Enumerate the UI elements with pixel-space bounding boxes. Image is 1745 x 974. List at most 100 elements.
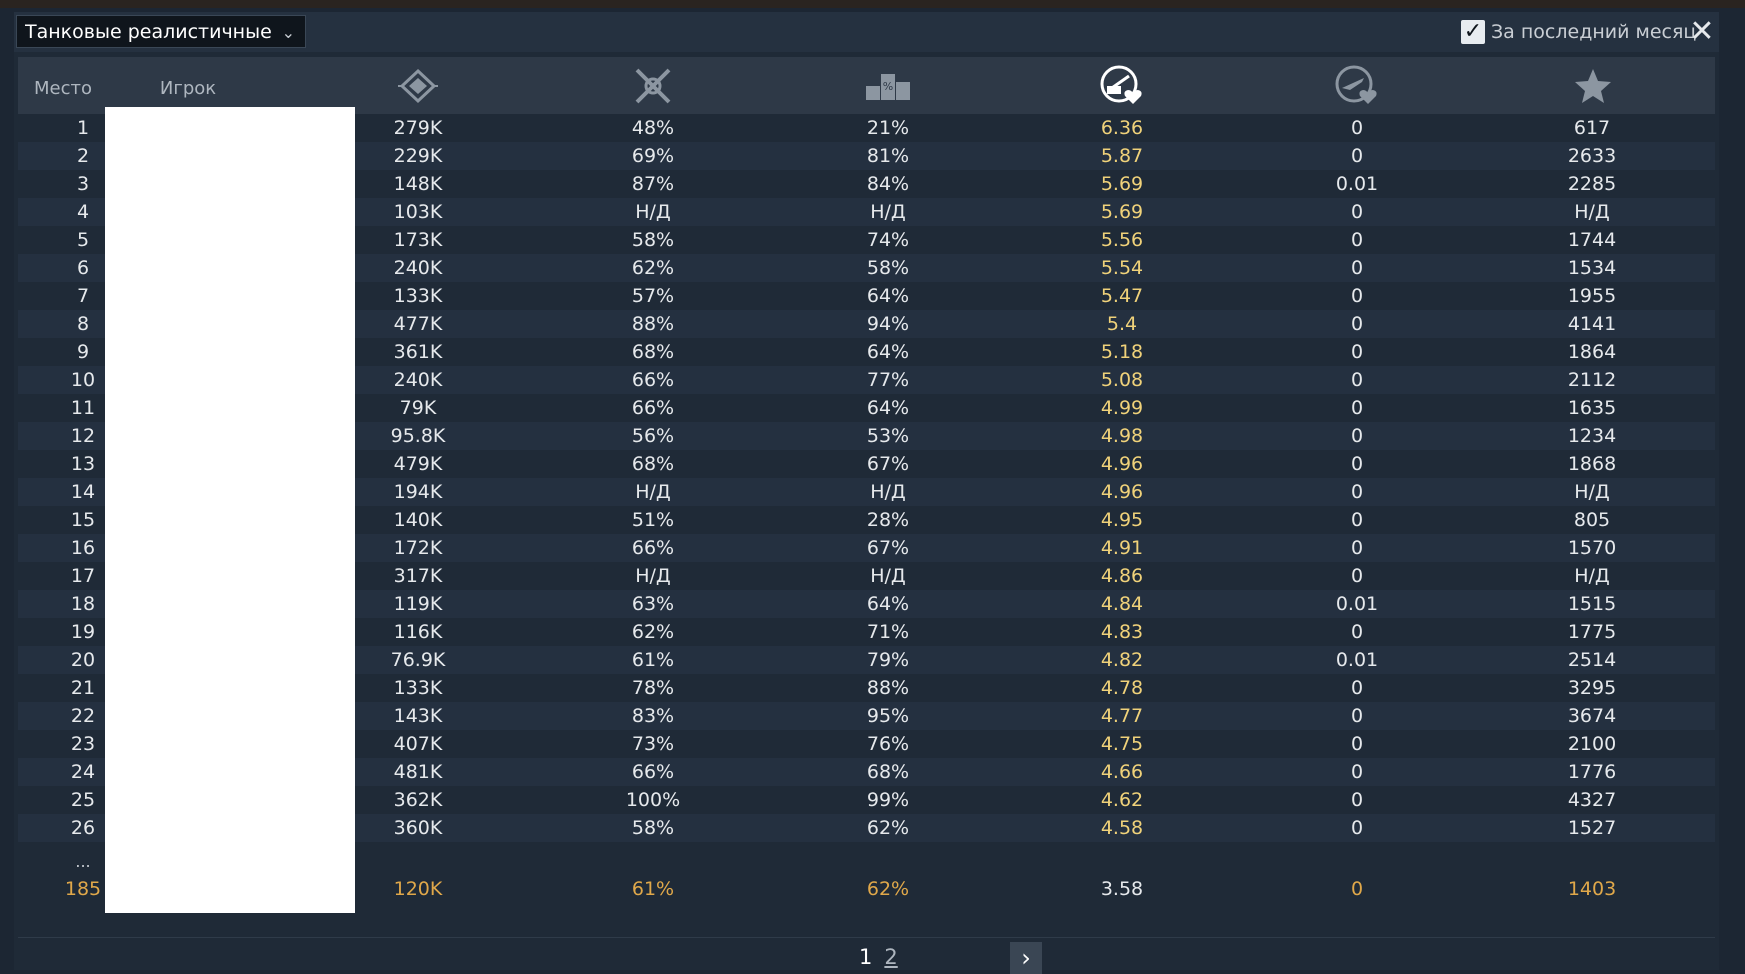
cell-win-rate: 95% <box>866 705 910 727</box>
chevron-right-icon: › <box>1021 944 1031 972</box>
table-row[interactable]: 3 148K 87% 84% 5.69 0.01 2285 <box>18 170 1715 198</box>
cell-activity: 140K <box>393 509 443 531</box>
ground-kills-per-death-icon[interactable] <box>1078 57 1168 114</box>
cell-kill-ratio: 58% <box>631 229 675 251</box>
cell-air-kd: 0.01 <box>1335 173 1379 195</box>
cell-win-rate: 99% <box>866 789 910 811</box>
win-rate-icon[interactable]: % <box>843 57 933 114</box>
cell-win-rate: 64% <box>866 593 910 615</box>
next-page-button[interactable]: › <box>1010 942 1042 974</box>
cell-activity: 133K <box>393 285 443 307</box>
last-month-label: За последний месяц <box>1491 21 1697 43</box>
cell-activity: 360K <box>393 817 443 839</box>
cell-ground-kd: 4.96 <box>1100 481 1144 503</box>
air-kills-per-death-icon[interactable] <box>1313 57 1403 114</box>
cell-ground-kd: 5.47 <box>1100 285 1144 307</box>
table-row[interactable]: 15 140K 51% 28% 4.95 0 805 <box>18 506 1715 534</box>
cell-rank: 1 <box>76 117 90 139</box>
my-win-rate: 62% <box>866 878 910 900</box>
table-row[interactable]: 5 173K 58% 74% 5.56 0 1744 <box>18 226 1715 254</box>
cell-activity: 240K <box>393 369 443 391</box>
table-row[interactable]: 1 279K 48% 21% 6.36 0 617 <box>18 114 1715 142</box>
cell-air-kd: 0.01 <box>1335 649 1379 671</box>
cell-ground-kd: 4.99 <box>1100 397 1144 419</box>
table-row[interactable]: 11 79K 66% 64% 4.99 0 1635 <box>18 394 1715 422</box>
table-row[interactable]: 23 407K 73% 76% 4.75 0 2100 <box>18 730 1715 758</box>
cell-win-rate: Н/Д <box>870 481 906 503</box>
cell-air-kd: 0 <box>1350 341 1364 363</box>
column-header-rank[interactable]: Место <box>34 78 92 99</box>
cell-air-kd: 0 <box>1350 117 1364 139</box>
cell-air-kd: 0 <box>1350 789 1364 811</box>
cell-rank: 13 <box>70 453 96 475</box>
cell-rank: 5 <box>76 229 90 251</box>
table-row[interactable]: 21 133K 78% 88% 4.78 0 3295 <box>18 674 1715 702</box>
cell-air-kd: 0 <box>1350 285 1364 307</box>
cell-rank: 19 <box>70 621 96 643</box>
cell-activity: 148K <box>393 173 443 195</box>
table-row[interactable]: 19 116K 62% 71% 4.83 0 1775 <box>18 618 1715 646</box>
cell-rating: 3295 <box>1567 677 1617 699</box>
cell-rank: 7 <box>76 285 90 307</box>
rating-star-icon[interactable] <box>1548 57 1638 114</box>
table-row[interactable]: 25 362K 100% 99% 4.62 0 4327 <box>18 786 1715 814</box>
close-button[interactable]: ✕ <box>1686 13 1718 49</box>
cell-ground-kd: 4.96 <box>1100 453 1144 475</box>
cell-kill-ratio: Н/Д <box>635 565 671 587</box>
cell-air-kd: 0 <box>1350 229 1364 251</box>
cell-win-rate: 77% <box>866 369 910 391</box>
kill-ratio-icon[interactable] <box>608 57 698 114</box>
cell-activity: 143K <box>393 705 443 727</box>
cell-air-kd: 0 <box>1350 817 1364 839</box>
cell-win-rate: Н/Д <box>870 565 906 587</box>
cell-activity: 407K <box>393 733 443 755</box>
cell-air-kd: 0 <box>1350 565 1364 587</box>
table-row[interactable]: 9 361K 68% 64% 5.18 0 1864 <box>18 338 1715 366</box>
column-header-player[interactable]: Игрок <box>159 78 217 99</box>
cell-air-kd: 0 <box>1350 677 1364 699</box>
close-icon: ✕ <box>1689 13 1715 49</box>
cell-ground-kd: 5.69 <box>1100 173 1144 195</box>
leaderboard-panel: Танковые реалистичные бои ⌄ ✓ За последн… <box>14 12 1719 974</box>
cell-activity: 116K <box>393 621 443 643</box>
cell-win-rate: 68% <box>866 761 910 783</box>
cell-air-kd: 0 <box>1350 509 1364 531</box>
cell-ground-kd: 5.4 <box>1106 313 1138 335</box>
cell-win-rate: 64% <box>866 341 910 363</box>
cell-win-rate: 67% <box>866 453 910 475</box>
cell-rank: 20 <box>70 649 96 671</box>
last-month-toggle[interactable]: ✓ За последний месяц <box>1461 17 1696 47</box>
table-row[interactable]: 13 479K 68% 67% 4.96 0 1868 <box>18 450 1715 478</box>
cell-win-rate: 64% <box>866 397 910 419</box>
my-rank: 185 <box>64 878 102 900</box>
cell-rating: Н/Д <box>1574 201 1610 223</box>
cell-rank: 25 <box>70 789 96 811</box>
my-rating: 1403 <box>1567 878 1617 900</box>
my-row[interactable]: 185 120K 61% 62% 3.58 0 1403 <box>18 874 1715 904</box>
table-header: Место Игрок % <box>18 57 1715 114</box>
cell-ground-kd: 6.36 <box>1100 117 1144 139</box>
cell-air-kd: 0 <box>1350 453 1364 475</box>
cell-activity: 317K <box>393 565 443 587</box>
cell-activity: 240K <box>393 257 443 279</box>
game-mode-select[interactable]: Танковые реалистичные бои ⌄ <box>16 15 306 48</box>
cell-kill-ratio: 73% <box>631 733 675 755</box>
cell-activity: 79K <box>399 397 437 419</box>
cell-ground-kd: 4.78 <box>1100 677 1144 699</box>
cell-rating: 1744 <box>1567 229 1617 251</box>
cell-ground-kd: 5.08 <box>1100 369 1144 391</box>
cell-rating: 2633 <box>1567 145 1617 167</box>
cell-kill-ratio: 83% <box>631 705 675 727</box>
cell-kill-ratio: 100% <box>625 789 681 811</box>
cell-air-kd: 0 <box>1350 369 1364 391</box>
cell-activity: 133K <box>393 677 443 699</box>
activity-icon[interactable] <box>373 57 463 114</box>
cell-win-rate: 64% <box>866 285 910 307</box>
table-row[interactable]: 7 133K 57% 64% 5.47 0 1955 <box>18 282 1715 310</box>
cell-kill-ratio: 68% <box>631 453 675 475</box>
cell-rank: 6 <box>76 257 90 279</box>
cell-ground-kd: 4.91 <box>1100 537 1144 559</box>
page-link-2[interactable]: 2 <box>884 945 898 969</box>
table-row[interactable]: 17 317K Н/Д Н/Д 4.86 0 Н/Д <box>18 562 1715 590</box>
checkbox-checked-icon[interactable]: ✓ <box>1461 20 1485 44</box>
